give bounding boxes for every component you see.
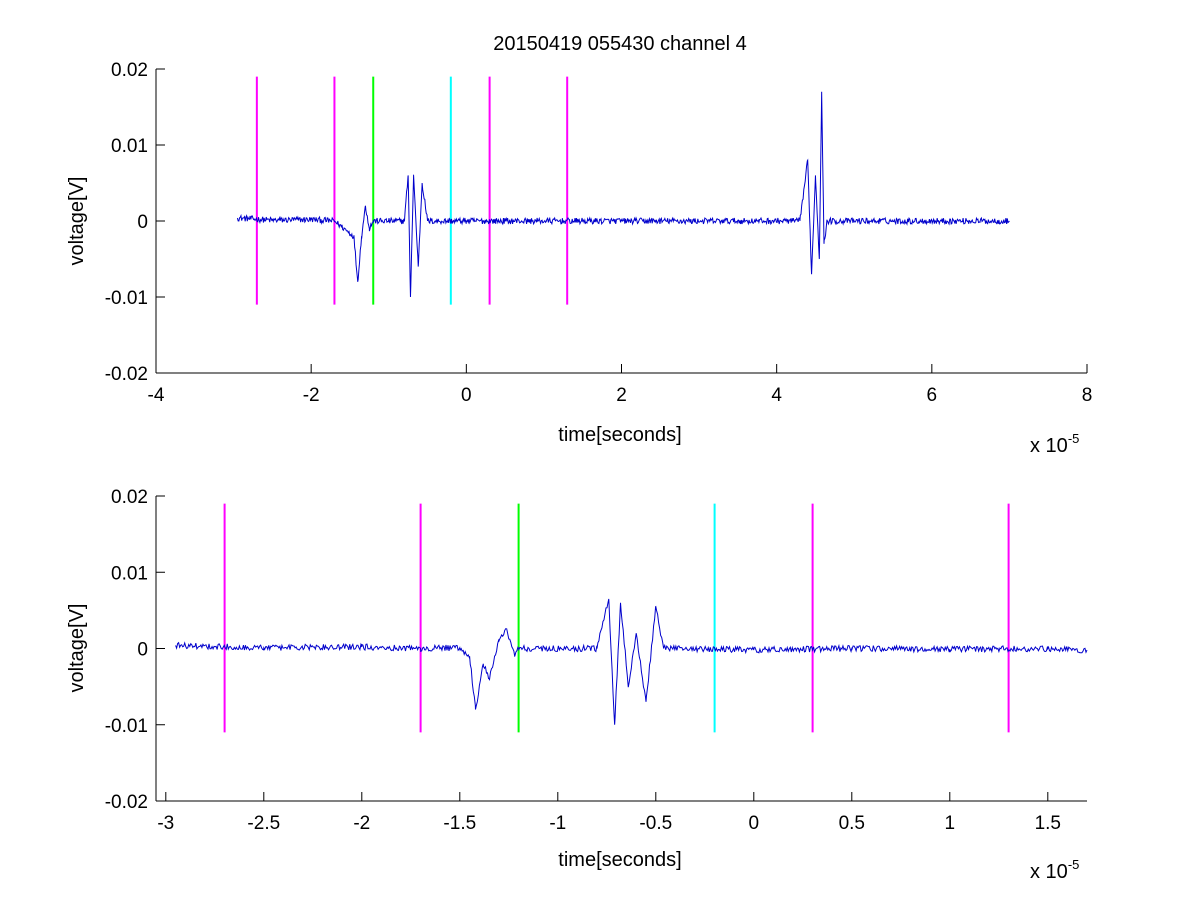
bottom-x-tick-label: -1 [549,813,566,834]
top-x-axis-label: time[seconds] [558,424,681,446]
top-subplot: 20150419 055430 channel 4 -4 -2 0 2 4 6 8 0.02… [66,33,1092,457]
bottom-y-tick-label: 0.02 [111,487,148,508]
bottom-x-exponent: x 10-5 [1030,857,1079,883]
top-chart-title: 20150419 055430 channel 4 [493,33,747,55]
top-x-tick-label: 6 [927,385,938,406]
top-x-exponent-base: x 10 [1030,435,1068,457]
bottom-y-tick-label: 0.01 [111,563,148,584]
bottom-x-axis-label: time[seconds] [558,849,681,871]
bottom-x-tick-label: -2 [353,813,370,834]
bottom-x-exponent-base: x 10 [1030,861,1068,883]
top-x-exponent-power: -5 [1068,431,1080,446]
top-y-axis-label: voltage[V] [66,177,88,266]
bottom-signal-line [175,598,1088,725]
top-y-tick-label: 0.01 [111,136,148,157]
top-y-tick-label: 0 [137,212,148,233]
bottom-x-tick-label: -0.5 [639,813,672,834]
top-x-ticks: -4 -2 0 2 4 6 8 [148,364,1093,406]
top-y-ticks: 0.02 0.01 0 -0.01 -0.02 [105,60,165,385]
bottom-subplot: -3 -2.5 -2 -1.5 -1 -0.5 0 0.5 1 1.5 0.02 0.01 0 -0.0… [66,487,1088,883]
bottom-marker-lines [223,503,1010,733]
top-marker-lines [255,76,569,305]
bottom-x-tick-label: 0.5 [839,813,865,834]
top-x-tick-label: -4 [148,385,165,406]
top-series-group [236,91,1010,298]
bottom-y-tick-label: -0.02 [105,792,148,813]
top-x-tick-label: 0 [461,385,472,406]
bottom-x-tick-label: 1 [945,813,956,834]
top-signal-line [236,91,1010,298]
top-y-tick-label: -0.01 [105,288,148,309]
bottom-x-tick-label: -1.5 [443,813,476,834]
bottom-series-group [175,598,1088,725]
bottom-y-ticks: 0.02 0.01 0 -0.01 -0.02 [105,487,165,813]
top-x-tick-label: 2 [616,385,627,406]
top-x-tick-label: 4 [771,385,782,406]
bottom-y-axis-label: voltage[V] [66,604,88,693]
bottom-x-ticks: -3 -2.5 -2 -1.5 -1 -0.5 0 0.5 1 1.5 [157,792,1061,834]
top-y-tick-label: -0.02 [105,364,148,385]
bottom-x-tick-label: -2.5 [247,813,280,834]
bottom-x-tick-label: 0 [749,813,760,834]
top-x-tick-label: -2 [303,385,320,406]
top-x-tick-label: 8 [1082,385,1093,406]
bottom-y-tick-label: -0.01 [105,716,148,737]
bottom-x-tick-label: -3 [157,813,174,834]
bottom-x-tick-label: 1.5 [1035,813,1061,834]
top-y-tick-label: 0.02 [111,60,148,81]
bottom-x-exponent-power: -5 [1068,857,1080,872]
top-x-exponent: x 10-5 [1030,431,1079,457]
bottom-y-tick-label: 0 [137,640,148,661]
